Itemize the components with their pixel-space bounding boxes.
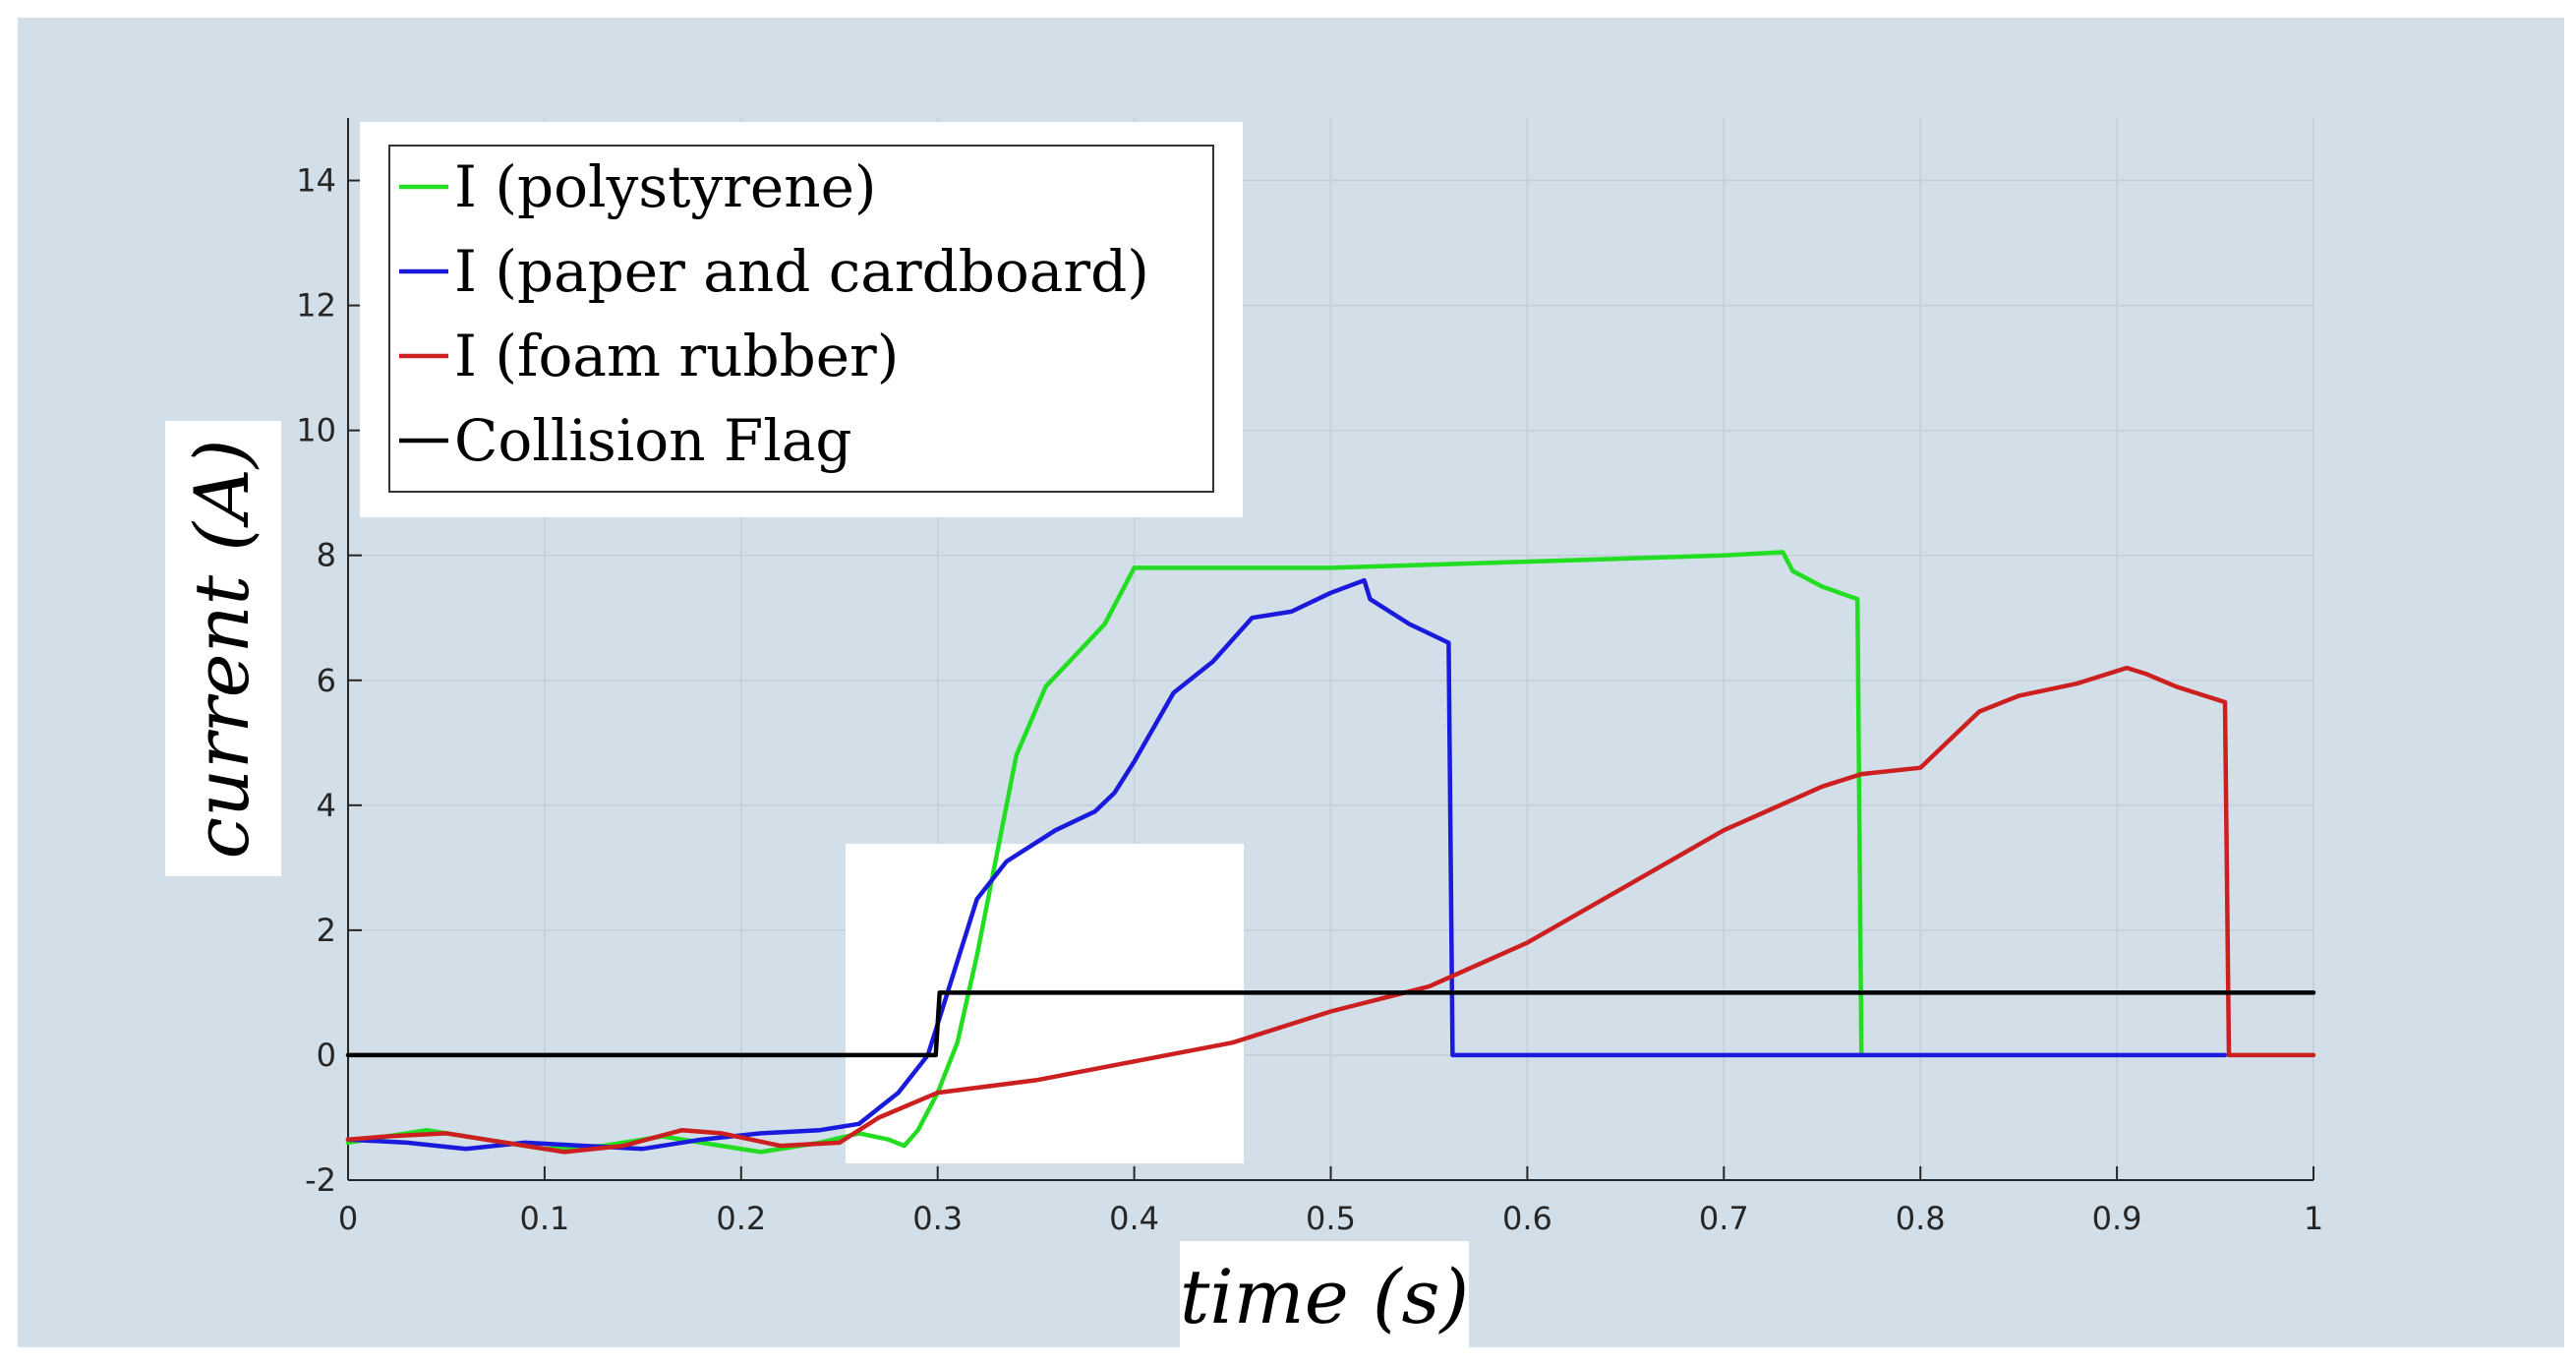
series-line-1 <box>345 577 2228 1152</box>
series-line-2 <box>345 665 2316 1155</box>
y-tick-label: 12 <box>296 287 336 325</box>
x-tick-label: 0 <box>338 1200 358 1237</box>
legend-label-2: I (foam rubber) <box>454 323 899 389</box>
y-axis-label: current (A) <box>178 440 265 860</box>
x-tick-label: 0.1 <box>519 1200 569 1237</box>
x-tick-label: 0.6 <box>1502 1200 1552 1237</box>
x-tick-label: 0.3 <box>912 1200 963 1237</box>
legend: I (polystyrene) I (paper and cardboard) I … <box>399 153 1149 474</box>
legend-label-1: I (paper and cardboard) <box>454 238 1149 305</box>
y-tick-label: 8 <box>317 537 336 574</box>
x-tick-label: 0.8 <box>1896 1200 1946 1237</box>
x-tick-label: 0.5 <box>1306 1200 1356 1237</box>
x-tick-label: 0.9 <box>2092 1200 2142 1237</box>
x-tick-label: 0.7 <box>1699 1200 1749 1237</box>
x-tick-label: 1 <box>2304 1200 2323 1237</box>
y-tick-label: 4 <box>317 787 336 824</box>
series-line-3 <box>345 990 2316 1058</box>
y-tick-label: -2 <box>305 1161 336 1199</box>
y-tick-label: 2 <box>317 912 336 949</box>
legend-label-3: Collision Flag <box>454 407 851 474</box>
y-tick-label: 0 <box>317 1037 336 1074</box>
xlabel-backdrop <box>1180 1241 1469 1351</box>
highlight-overlay-box <box>846 844 1244 1163</box>
tick-labels: 0 0.1 0.2 0.3 0.4 0.5 0.6 0.7 0.8 0.9 1-2024681012… <box>296 162 2323 1237</box>
x-tick-label: 0.2 <box>716 1200 766 1237</box>
legend-label-0: I (polystyrene) <box>454 153 877 220</box>
x-axis-label: time (s) <box>1180 1253 1469 1340</box>
y-tick-label: 10 <box>296 412 336 449</box>
legend-box <box>388 145 1214 493</box>
y-tick-label: 14 <box>296 162 336 200</box>
data-series <box>345 550 2316 1155</box>
y-tick-label: 6 <box>317 662 336 699</box>
x-tick-label: 0.4 <box>1109 1200 1159 1237</box>
ylabel-backdrop <box>165 421 281 876</box>
